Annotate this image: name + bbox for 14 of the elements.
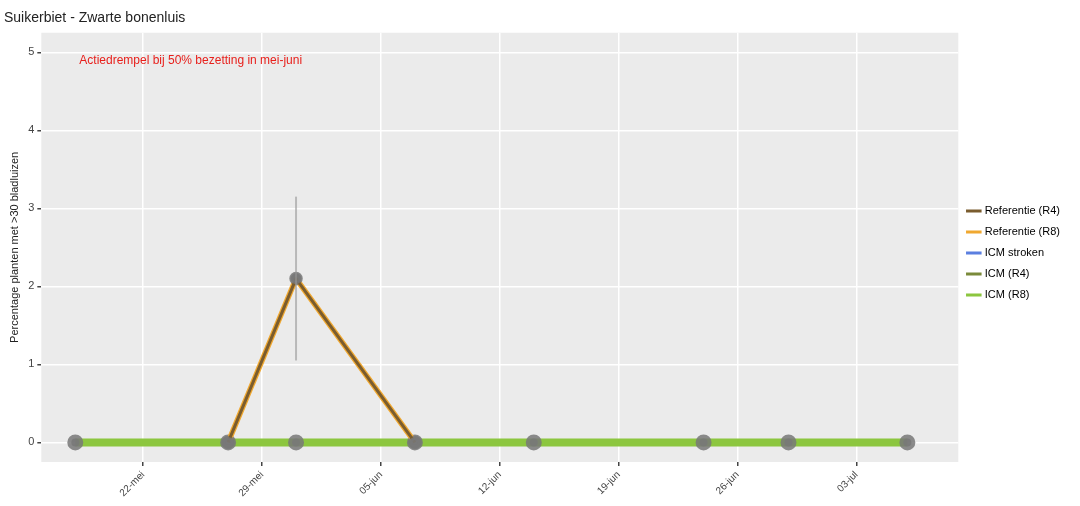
legend-label: ICM (R8) bbox=[984, 288, 1030, 301]
legend-label: Referentie (R4) bbox=[984, 204, 1061, 217]
legend-label: ICM stroken bbox=[984, 246, 1045, 259]
y-axis-title: Percentage planten met >30 bladluizen bbox=[7, 151, 20, 343]
annotation: Actiedrempel bij 50% bezetting in mei-juni bbox=[79, 53, 303, 68]
y-tick-label: 0 bbox=[28, 435, 35, 448]
y-tick-label: 5 bbox=[28, 45, 35, 58]
y-tick-label: 3 bbox=[28, 201, 35, 214]
legend-label: Referentie (R8) bbox=[984, 225, 1061, 238]
legend-label: ICM (R4) bbox=[984, 267, 1030, 280]
y-tick-label: 4 bbox=[28, 123, 35, 136]
y-tick-label: 1 bbox=[28, 357, 35, 370]
y-tick-label: 2 bbox=[28, 279, 35, 292]
chart-title: Suikerbiet - Zwarte bonenluis bbox=[4, 9, 186, 26]
